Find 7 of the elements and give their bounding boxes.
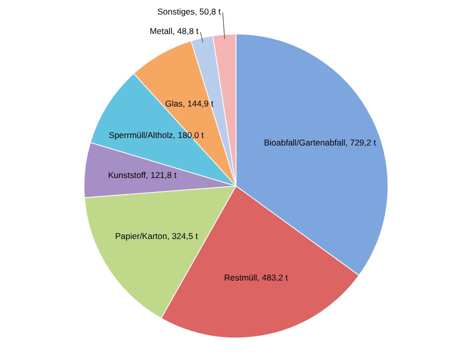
slice-label: Kunststoff, 121,8 t — [108, 170, 178, 180]
slice-label: Metall, 48,8 t — [150, 26, 200, 36]
slice-label: Sonstiges, 50,8 t — [157, 6, 222, 17]
slice-label: Glas, 144,9 t — [165, 98, 214, 108]
slice-label: Bioabfall/Gartenabfall, 729,2 t — [264, 137, 377, 148]
slice-label: Papier/Karton, 324,5 t — [115, 230, 198, 241]
slice-label: Restmüll, 483,2 t — [224, 272, 288, 282]
